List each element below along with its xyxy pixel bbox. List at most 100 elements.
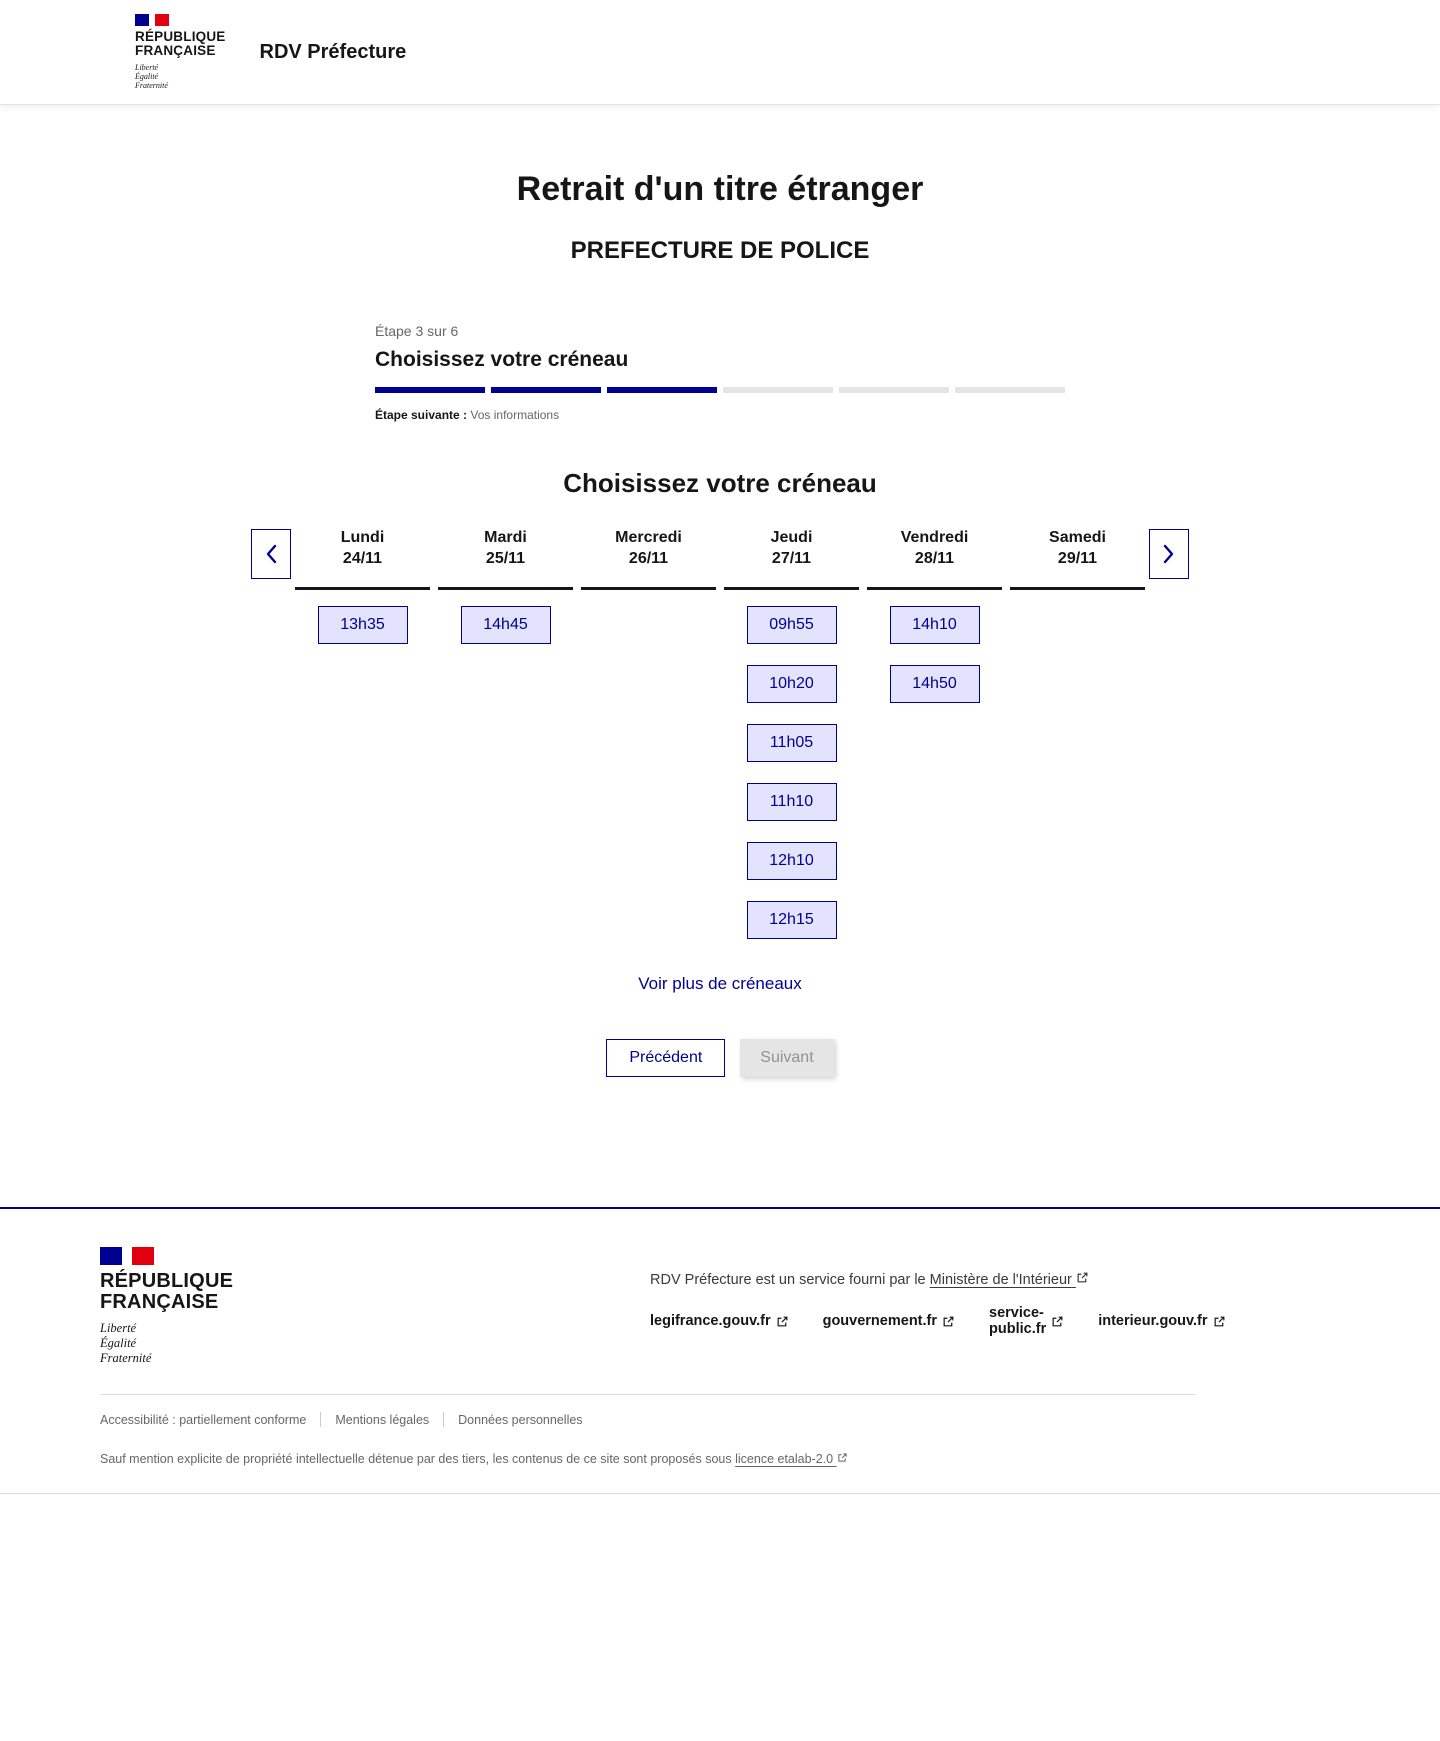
brand-motto: Liberté Égalité Fraternité <box>135 63 168 90</box>
external-link-icon <box>943 1316 954 1326</box>
wizard-actions: Précédent Suivant <box>0 1039 1440 1077</box>
service-provider-line: RDV Préfecture est un service fourni par… <box>650 1271 1196 1288</box>
slot-list: 13h35 <box>317 606 408 644</box>
day-underline <box>1010 587 1145 590</box>
donnees-personnelles-link[interactable]: Données personnelles <box>458 1412 583 1427</box>
chevron-right-icon <box>1163 544 1174 564</box>
previous-step-button[interactable]: Précédent <box>606 1039 726 1077</box>
next-step-button[interactable]: Suivant <box>740 1039 834 1077</box>
previous-week-button[interactable] <box>251 529 291 579</box>
slot-calendar: Lundi 24/11 13h35 Mardi 25/11 14h45 Merc… <box>251 527 1189 939</box>
day-name: Lundi <box>340 529 385 546</box>
day-name: Jeudi <box>770 529 813 546</box>
external-link-icon <box>1052 1316 1063 1326</box>
more-slots-link[interactable]: Voir plus de créneaux <box>638 974 802 993</box>
day-underline <box>867 587 1002 590</box>
main-content: Retrait d'un titre étranger PREFECTURE D… <box>0 170 1440 1077</box>
day-column-mardi: Mardi 25/11 14h45 <box>434 527 577 939</box>
prefecture-subtitle: PREFECTURE DE POLICE <box>570 237 870 264</box>
time-slot-button[interactable]: 10h20 <box>746 665 837 703</box>
day-column-samedi: Samedi 29/11 <box>1006 527 1149 939</box>
footer-description: RDV Préfecture est un service fourni par… <box>650 1247 1224 1366</box>
day-column-lundi: Lundi 24/11 13h35 <box>291 527 434 939</box>
day-name: Samedi <box>1049 529 1106 546</box>
time-slot-button[interactable]: 14h10 <box>889 606 980 644</box>
republique-francaise-logo: RÉPUBLIQUE FRANÇAISE Liberté Égalité Fra… <box>135 14 226 90</box>
day-name: Mercredi <box>615 529 682 546</box>
day-column-vendredi: Vendredi 28/11 14h10 14h50 <box>863 527 1006 939</box>
progress-segment <box>839 387 949 393</box>
footer-link-interieur[interactable]: interieur.gouv.fr <box>1098 1305 1225 1337</box>
next-step-label: Étape suivante : <box>375 408 468 422</box>
separator <box>443 1412 445 1427</box>
progress-segment <box>375 387 485 393</box>
footer-link-service-public[interactable]: service-public.fr <box>989 1305 1064 1337</box>
day-column-jeudi: Jeudi 27/11 09h55 10h20 11h05 11h10 12h1… <box>720 527 863 939</box>
progress-segment <box>607 387 717 393</box>
mentions-legales-link[interactable]: Mentions légales <box>335 1412 430 1427</box>
app-title: RDV Préfecture <box>259 40 407 63</box>
external-link-icon <box>1214 1316 1224 1326</box>
slot-list: 14h45 <box>460 606 551 644</box>
time-slot-button[interactable]: 09h55 <box>746 606 837 644</box>
progress-segment <box>491 387 601 393</box>
footer-license: Sauf mention explicite de propriété inte… <box>0 1427 1440 1493</box>
day-underline <box>724 587 859 590</box>
external-link-icon <box>1077 1272 1088 1283</box>
step-count-label: Étape 3 sur 6 <box>375 323 459 339</box>
next-step-value: Vos informations <box>470 408 560 422</box>
footer-republique-logo: RÉPUBLIQUE FRANÇAISE Liberté Égalité Fra… <box>100 1247 233 1366</box>
day-date: 26/11 <box>628 550 669 567</box>
site-footer: RÉPUBLIQUE FRANÇAISE Liberté Égalité Fra… <box>0 1207 1440 1494</box>
day-date: 29/11 <box>1057 550 1098 567</box>
day-date: 25/11 <box>485 550 526 567</box>
day-column-mercredi: Mercredi 26/11 <box>577 527 720 939</box>
progress-segment <box>723 387 833 393</box>
time-slot-button[interactable]: 11h10 <box>746 783 837 821</box>
progress-bar <box>375 387 1065 393</box>
brand-motto: Liberté Égalité Fraternité <box>100 1321 152 1365</box>
footer-link-gouvernement[interactable]: gouvernement.fr <box>823 1305 955 1337</box>
time-slot-button[interactable]: 14h50 <box>889 665 980 703</box>
time-slot-button[interactable]: 12h15 <box>746 901 837 939</box>
day-columns: Lundi 24/11 13h35 Mardi 25/11 14h45 Merc… <box>291 527 1149 939</box>
day-underline <box>581 587 716 590</box>
slot-list: 09h55 10h20 11h05 11h10 12h10 12h15 <box>746 606 837 939</box>
licence-etalab-link[interactable]: licence etalab-2.0 <box>735 1452 847 1466</box>
time-slot-button[interactable]: 13h35 <box>317 606 408 644</box>
day-date: 28/11 <box>914 550 955 567</box>
footer-main: RÉPUBLIQUE FRANÇAISE Liberté Égalité Fra… <box>0 1209 1440 1366</box>
day-date: 24/11 <box>342 550 383 567</box>
french-flag-icon <box>135 14 170 26</box>
time-slot-button[interactable]: 14h45 <box>460 606 551 644</box>
day-underline <box>295 587 430 590</box>
page-title: Retrait d'un titre étranger <box>516 170 924 208</box>
time-slot-button[interactable]: 12h10 <box>746 842 837 880</box>
time-slot-button[interactable]: 11h05 <box>746 724 837 762</box>
calendar-heading: Choisissez votre créneau <box>563 468 877 498</box>
progress-segment <box>955 387 1065 393</box>
day-name: Mardi <box>484 529 527 546</box>
site-header: RÉPUBLIQUE FRANÇAISE Liberté Égalité Fra… <box>0 0 1440 104</box>
step-indicator: Étape 3 sur 6 Choisissez votre créneau É… <box>375 323 1065 422</box>
ministere-interieur-link[interactable]: Ministère de l'Intérieur <box>930 1272 1089 1288</box>
brand-name: RÉPUBLIQUE FRANÇAISE <box>135 29 226 58</box>
next-step-hint: Étape suivante : Vos informations <box>375 408 1065 422</box>
slot-list: 14h10 14h50 <box>889 606 980 703</box>
external-link-icon <box>837 1453 847 1462</box>
next-week-button[interactable] <box>1149 529 1189 579</box>
brand-name: RÉPUBLIQUE FRANÇAISE <box>100 1270 234 1313</box>
footer-legal-links: Accessibilité : partiellement conforme M… <box>0 1395 1440 1427</box>
step-title: Choisissez votre créneau <box>375 348 629 371</box>
external-link-icon <box>777 1316 788 1326</box>
footer-link-list: legifrance.gouv.fr gouvernement.fr servi… <box>650 1305 1224 1337</box>
accessibility-link[interactable]: Accessibilité : partiellement conforme <box>100 1412 307 1427</box>
day-date: 27/11 <box>771 550 812 567</box>
footer-divider <box>100 1394 1196 1395</box>
footer-link-legifrance[interactable]: legifrance.gouv.fr <box>650 1305 789 1337</box>
separator <box>320 1412 322 1427</box>
day-name: Vendredi <box>900 529 969 546</box>
chevron-left-icon <box>266 544 277 564</box>
french-flag-icon <box>100 1247 155 1265</box>
day-underline <box>438 587 573 590</box>
